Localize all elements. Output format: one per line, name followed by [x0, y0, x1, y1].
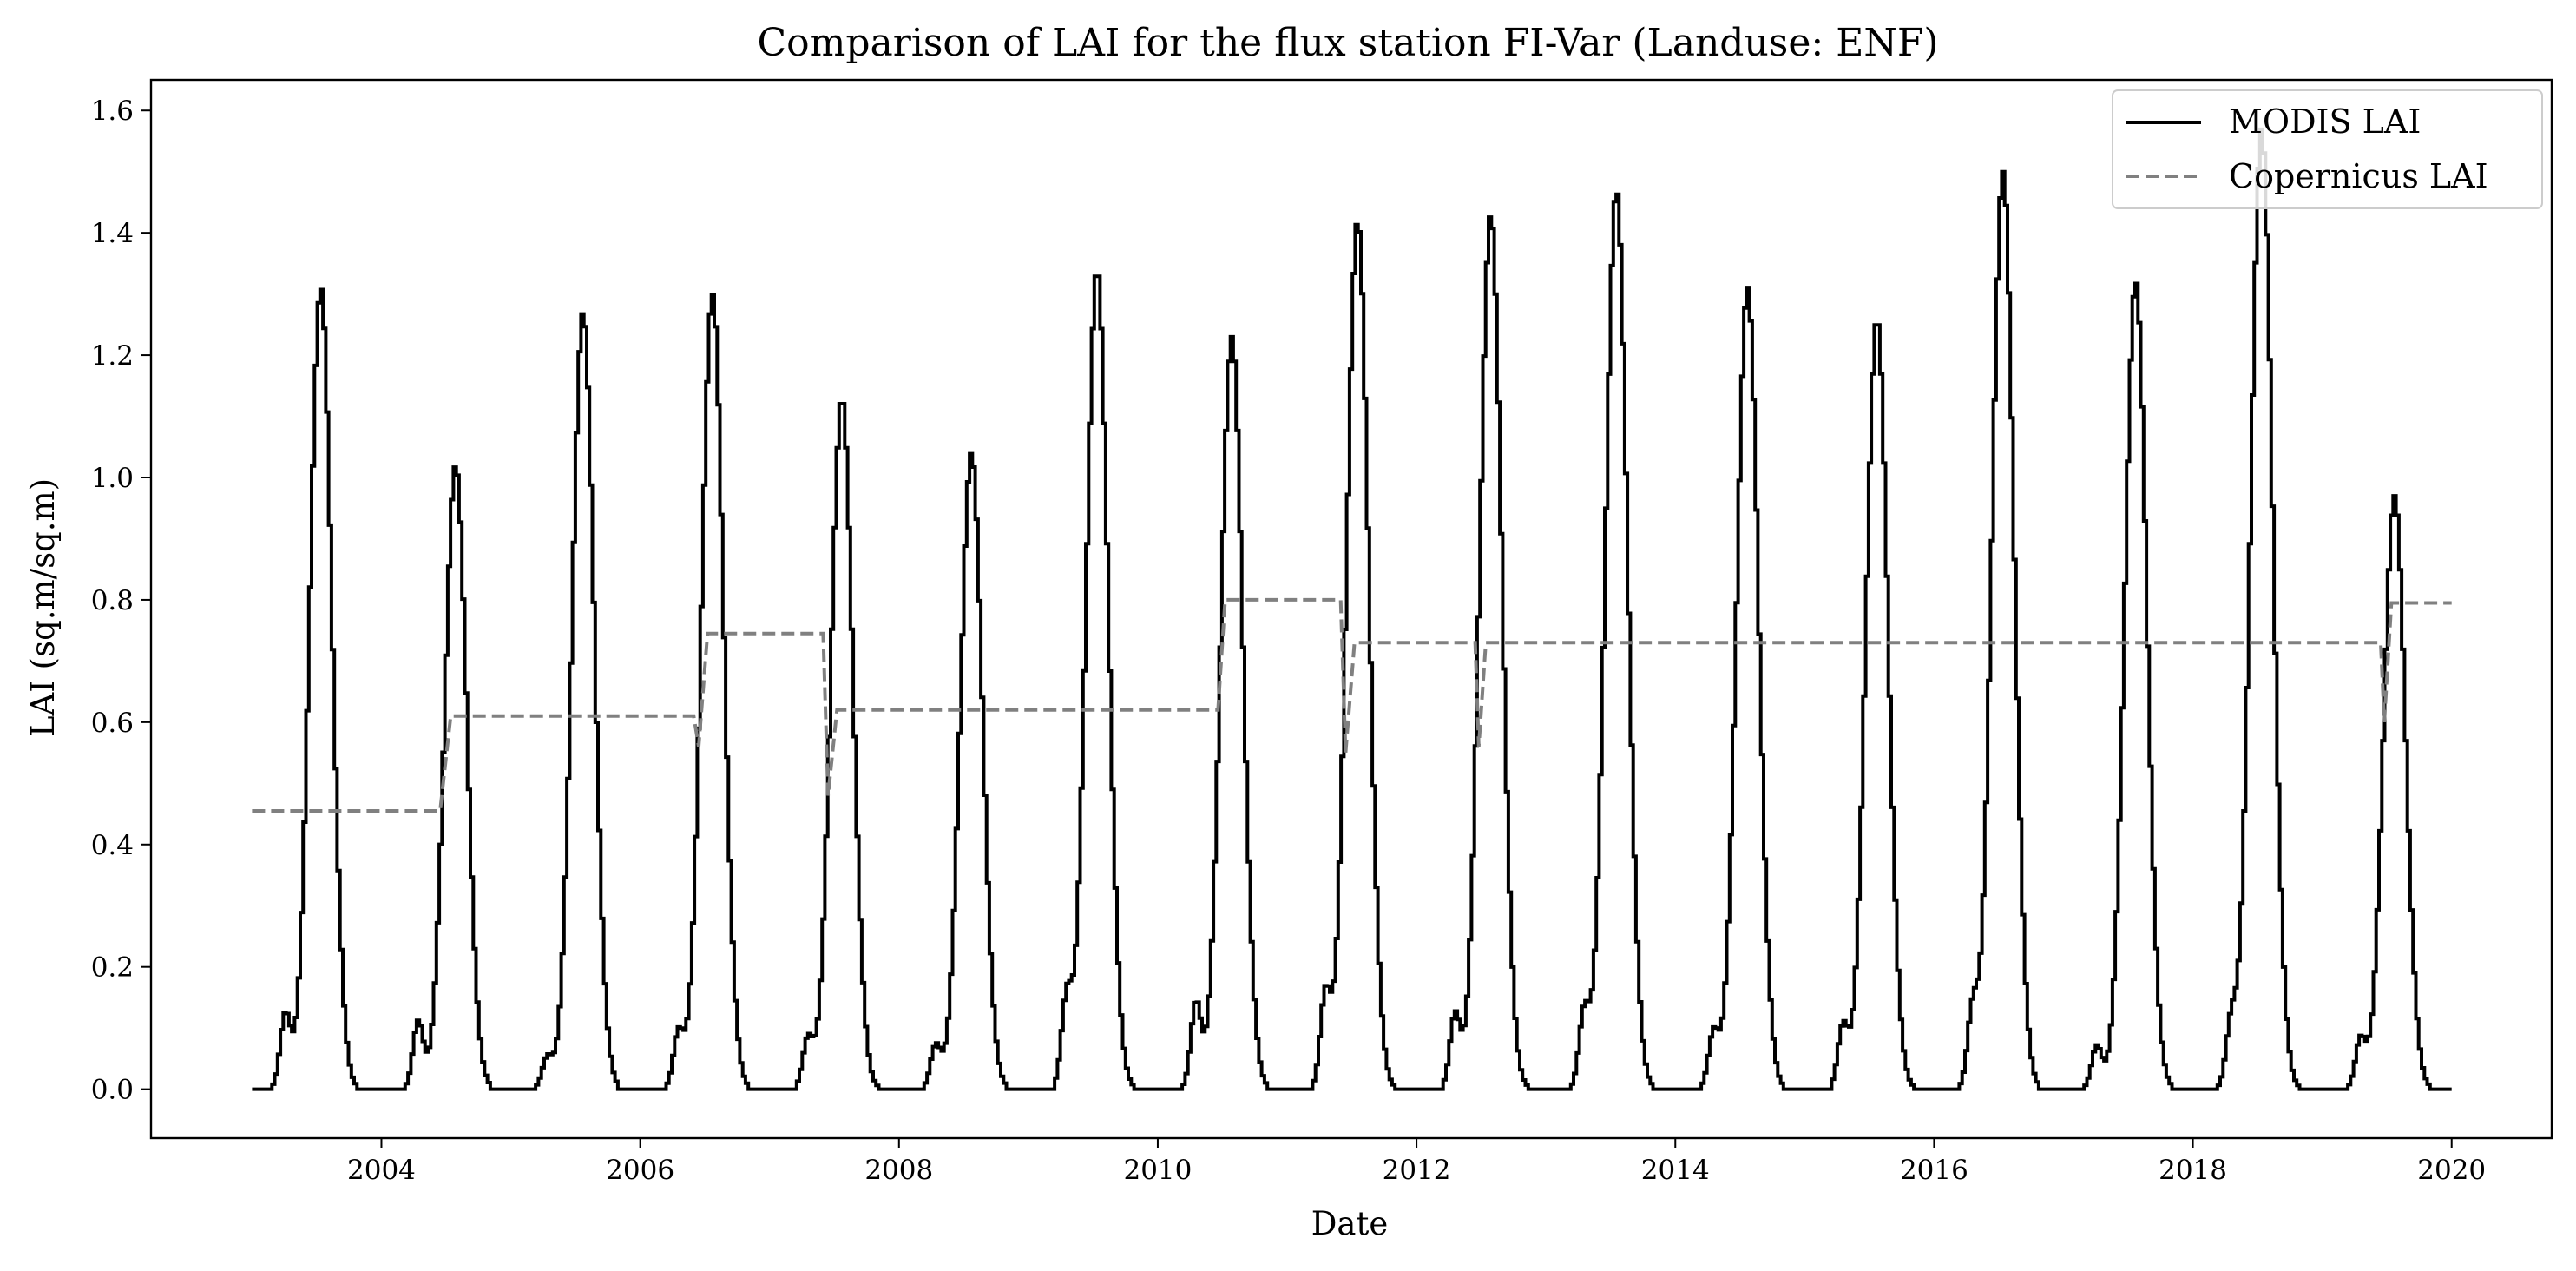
y-tick-label: 0.2 [91, 952, 134, 984]
x-tick-label: 2004 [347, 1155, 416, 1186]
y-tick-label: 1.0 [91, 463, 134, 494]
y-tick-label: 1.6 [91, 95, 134, 127]
y-tick-label: 0.8 [91, 585, 134, 616]
legend-box [2112, 89, 2543, 209]
plot-area [252, 127, 2452, 1091]
x-axis-title: Date [1311, 1205, 1389, 1242]
x-tick-label: 2006 [606, 1155, 674, 1186]
y-axis: 0.0 0.2 0.4 0.6 0.8 1.0 1.2 1.4 1.6 [91, 95, 151, 1106]
y-tick-label: 1.4 [91, 218, 134, 249]
x-tick-label: 2016 [1900, 1155, 1968, 1186]
y-axis-title: LAI (sq.m/sq.m) [24, 478, 62, 737]
series-line-copernicus-lai [252, 597, 2452, 813]
legend-label-copernicus: Copernicus LAI [2229, 157, 2488, 195]
x-tick-label: 2012 [1383, 1155, 1451, 1186]
y-tick-label: 0.4 [91, 830, 134, 861]
x-tick-label: 2010 [1123, 1155, 1192, 1186]
y-tick-label: 1.2 [91, 340, 134, 372]
x-axis: 2004 2006 2008 2010 2012 2014 2016 2018 2020 [347, 1138, 2486, 1186]
plot-frame [149, 78, 2553, 1140]
y-tick-label: 0.6 [91, 708, 134, 739]
series-line-modis-lai [252, 127, 2452, 1091]
x-tick-label: 2014 [1641, 1155, 1710, 1186]
x-tick-label: 2020 [2417, 1155, 2486, 1186]
legend-label-modis: MODIS LAI [2229, 102, 2421, 141]
chart-title: Comparison of LAI for the flux station F… [757, 21, 1938, 65]
x-tick-label: 2018 [2159, 1155, 2227, 1186]
legend: MODIS LAI Copernicus LAI [2112, 89, 2543, 209]
y-tick-label: 0.0 [91, 1075, 134, 1106]
x-tick-label: 2008 [864, 1155, 933, 1186]
